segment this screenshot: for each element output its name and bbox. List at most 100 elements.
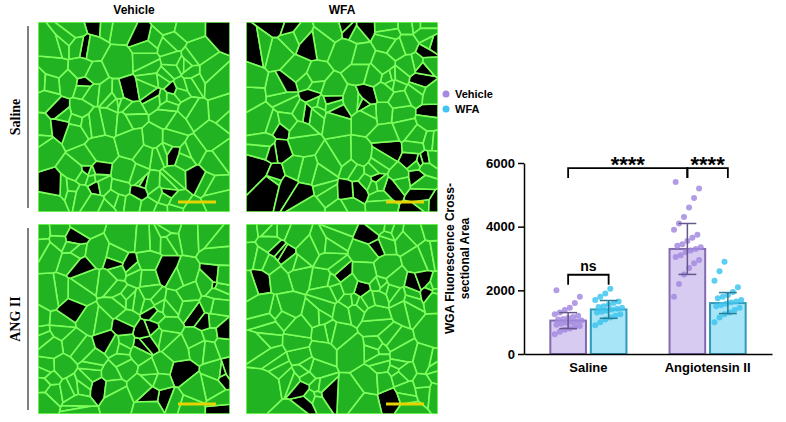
scale-bar	[386, 403, 424, 406]
tissue-cell	[73, 86, 91, 100]
tissue-cell	[255, 236, 281, 252]
tissue-cell	[398, 152, 418, 168]
tick-label: Saline	[569, 360, 607, 375]
data-point	[597, 294, 603, 300]
error-bar-cap	[600, 300, 618, 302]
row-divider	[28, 228, 29, 410]
data-point	[711, 319, 717, 325]
tissue-cell	[86, 35, 110, 62]
tissue-cell	[428, 383, 438, 414]
tissue-cell	[246, 133, 276, 147]
tissue-cell	[280, 182, 314, 212]
legend-label: WFA	[455, 103, 479, 115]
tissue-cell	[92, 161, 112, 175]
tissue-cell	[137, 357, 158, 375]
scale-bar	[386, 201, 424, 204]
tissue-cell	[194, 313, 210, 331]
data-point	[616, 298, 622, 304]
tissue-cell	[199, 296, 213, 314]
tissue-cell	[72, 185, 91, 212]
tissue-cell	[284, 315, 312, 338]
tissue-cell	[179, 142, 191, 158]
tissue-cell	[38, 378, 50, 393]
data-point	[673, 179, 679, 185]
tick-mark	[518, 290, 524, 292]
micrograph	[38, 224, 230, 414]
tissue-cell	[98, 176, 112, 197]
data-point	[691, 195, 697, 201]
tissue-cell	[257, 26, 273, 68]
tissue-cell	[185, 165, 205, 195]
legend: VehicleWFA	[443, 88, 493, 115]
error-bar	[559, 313, 577, 329]
data-point	[577, 294, 583, 300]
tissue-cell	[328, 255, 351, 276]
tissue-cell	[269, 266, 293, 294]
tissue-cell	[55, 107, 72, 122]
tissue-cell	[376, 174, 388, 191]
tissue-cell	[374, 29, 400, 40]
error-bar-stem	[687, 223, 689, 274]
tissue-cell	[174, 22, 205, 43]
data-point	[738, 297, 744, 303]
tissue-cell	[306, 286, 337, 303]
data-point	[711, 278, 717, 284]
data-point	[676, 281, 682, 287]
tissue-cell	[69, 224, 106, 239]
tissue-cell	[246, 102, 273, 136]
tissue-cell	[430, 240, 438, 271]
data-point	[681, 214, 687, 220]
tissue-cell	[205, 22, 230, 56]
data-point	[572, 300, 578, 306]
error-bar	[600, 301, 618, 319]
data-point	[602, 291, 608, 297]
data-point	[696, 185, 702, 191]
error-bar-cap	[559, 312, 577, 314]
tissue-cell	[166, 233, 182, 256]
tissue-cell	[378, 322, 402, 346]
tissue-cell	[130, 185, 148, 200]
tick-mark	[518, 354, 524, 356]
tissue-cell	[118, 98, 133, 113]
error-bar-cap	[600, 318, 618, 320]
tissue-cell	[178, 371, 206, 403]
tissue-cell	[364, 63, 382, 86]
tissue-cell	[56, 299, 86, 323]
tissue-cell	[38, 273, 59, 311]
data-point	[570, 314, 576, 320]
tissue-cell	[348, 305, 364, 328]
significance-bracket: ****	[568, 152, 687, 178]
data-point	[737, 305, 743, 311]
data-point	[607, 286, 613, 292]
tissue-cell	[108, 354, 132, 367]
tissue-cell	[104, 224, 137, 253]
row-label: ANG II	[8, 296, 23, 342]
tissue-cell	[216, 111, 230, 134]
x-tick: Saline	[569, 360, 607, 375]
data-point	[614, 306, 620, 312]
micrograph	[246, 224, 438, 414]
tick-mark	[518, 226, 524, 228]
tissue-cell	[153, 373, 174, 390]
tissue-cell	[337, 332, 365, 372]
data-point	[722, 259, 728, 265]
data-point	[671, 294, 677, 300]
tissue-cell	[104, 379, 127, 397]
tissue-cell	[216, 316, 230, 339]
tissue-cell	[327, 38, 356, 73]
legend-marker	[443, 106, 450, 113]
error-bar-stem	[608, 301, 610, 319]
legend-marker	[443, 91, 450, 98]
micrograph-background	[38, 22, 230, 212]
tissue-cell	[167, 147, 180, 166]
data-point	[592, 322, 598, 328]
tissue-cell	[38, 137, 66, 172]
tissue-cell	[366, 123, 399, 143]
tissue-cell	[337, 178, 353, 199]
tissue-cell	[284, 224, 313, 249]
tissue-cell	[129, 163, 150, 185]
tissue-cell	[112, 79, 124, 99]
tissue-cell	[306, 97, 319, 108]
row-label: Saline	[8, 99, 23, 136]
tissue-cell	[59, 406, 101, 414]
